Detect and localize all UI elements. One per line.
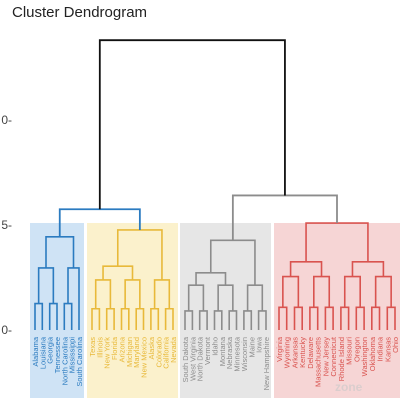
- leaf-label: North Carolina: [60, 336, 69, 385]
- cluster-2-branch: [257, 310, 267, 330]
- cluster-0-branch: [63, 302, 73, 330]
- leaf-label: Kansas: [383, 337, 392, 362]
- leaf-label: Georgia: [46, 336, 55, 364]
- leaf-label: Texas: [88, 337, 97, 357]
- y-tick-label: 0-: [1, 113, 12, 127]
- leaf-label: Louisiana: [38, 336, 47, 369]
- cluster-2-branch: [184, 310, 194, 330]
- leaf-label: Michigan: [125, 337, 134, 367]
- chart-title: Cluster Dendrogram: [12, 4, 148, 21]
- y-tick-label: 5-: [1, 218, 12, 232]
- leaf-label: New Hampshire: [262, 337, 271, 390]
- leaf-label: Iowa: [255, 336, 264, 353]
- leaf-label: Illinois: [95, 337, 104, 358]
- leaf-label: Oklahoma: [368, 336, 377, 371]
- leaf-label: Maine: [247, 337, 256, 357]
- cluster-0-branch: [34, 302, 44, 330]
- leaf-label: Kentucky: [298, 337, 307, 368]
- leaf-label: Washington: [360, 337, 369, 376]
- leaf-label: Ohio: [391, 337, 400, 353]
- leaf-label: Tennessee: [53, 337, 62, 373]
- leaf-label: New York: [103, 337, 112, 369]
- cluster-2-branch: [228, 310, 238, 330]
- watermark-text: zone: [335, 380, 363, 394]
- cluster-2-box: [180, 223, 271, 398]
- leaf-label: South Dakota: [181, 336, 190, 382]
- leaf-label: South Carolina: [75, 336, 84, 386]
- leaf-label: Arizona: [118, 336, 127, 362]
- cluster-0-branch: [48, 302, 58, 330]
- leaf-label: Massachusetts: [314, 337, 323, 387]
- y-tick-label: 0-: [1, 323, 12, 337]
- leaf-label: Delaware: [306, 337, 315, 369]
- leaf-label: Nevada: [169, 336, 178, 363]
- leaf-label: Virginia: [275, 336, 284, 362]
- leaf-label: California: [162, 336, 171, 369]
- cluster-1-box: [87, 223, 178, 398]
- root-branch: [98, 39, 286, 210]
- leaf-label: New Mexico: [140, 337, 149, 378]
- leaf-label: Rhode Island: [337, 337, 346, 381]
- cluster-2-branch: [243, 310, 253, 330]
- cluster-2-branch: [198, 310, 208, 330]
- leaf-label: Alaska: [147, 336, 156, 359]
- leaf-label: Nebraska: [225, 336, 234, 369]
- cluster-2-branch: [213, 310, 223, 330]
- leaf-label: North Dakota: [196, 336, 205, 381]
- leaf-label: Missouri: [345, 337, 354, 365]
- leaf-label: Colorado: [154, 337, 163, 367]
- leaf-label: Minnesota: [233, 336, 242, 371]
- leaf-label: Maryland: [132, 337, 141, 368]
- leaf-label: Oregon: [352, 337, 361, 362]
- leaf-label: Idaho: [211, 337, 220, 356]
- leaf-label: Florida: [110, 336, 119, 360]
- leaf-label: Wisconsin: [240, 337, 249, 371]
- leaf-label: New Jersey: [321, 337, 330, 376]
- leaf-label: Indiana: [376, 336, 385, 361]
- leaf-label: West Virginia: [188, 336, 197, 381]
- leaf-label: Connecticut: [329, 336, 338, 377]
- leaf-label: Wyoming: [283, 337, 292, 368]
- leaf-label: Montana: [218, 336, 227, 366]
- leaf-label: Alabama: [31, 336, 40, 366]
- leaf-label: Vermont: [203, 336, 212, 365]
- leaf-label: Arkansas: [291, 337, 300, 369]
- leaf-label: Mississippi: [68, 337, 77, 374]
